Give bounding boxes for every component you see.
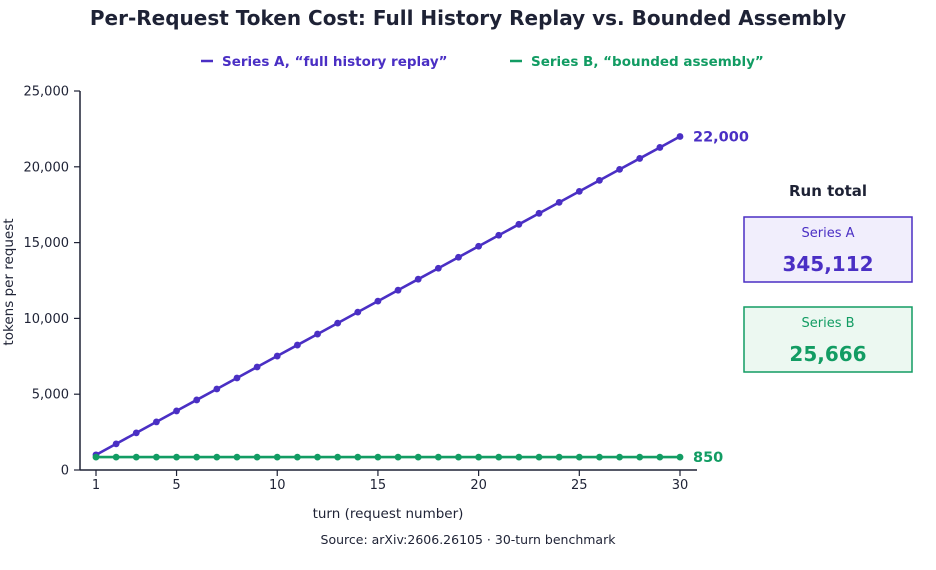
x-axis-label: turn (request number) — [313, 506, 464, 522]
series-b-point — [475, 453, 483, 461]
series-b-point — [233, 453, 241, 461]
series-b-point — [414, 453, 422, 461]
series-b-point — [596, 453, 603, 461]
series-a-point — [455, 253, 462, 261]
series-b-point — [455, 453, 462, 461]
x-tick-label: 1 — [92, 478, 100, 493]
chart-title: Per-Request Token Cost: Full History Rep… — [90, 6, 846, 30]
series-b-point — [213, 453, 221, 461]
series-a-point — [132, 429, 140, 437]
y-tick-label: 0 — [61, 464, 69, 479]
series-b-point — [354, 453, 362, 461]
series-b-point — [535, 453, 543, 461]
series-a-point — [656, 144, 664, 151]
total-box-series-a — [743, 216, 913, 283]
series-a-point — [676, 133, 684, 140]
y-tick-label: 25,000 — [24, 85, 70, 100]
series-a-point — [616, 166, 623, 173]
series-b-point — [92, 453, 100, 461]
y-axis-label: tokens per request — [1, 218, 17, 345]
series-a-point — [173, 407, 180, 415]
series-b-point — [112, 453, 120, 461]
series-a-point — [213, 385, 221, 393]
total-box-label-series-b: Series B — [801, 316, 854, 331]
series-b-end-label: 850 — [693, 450, 723, 466]
series-b-point — [495, 453, 503, 461]
series-b-point — [515, 453, 523, 461]
series-b-point — [132, 453, 140, 461]
series-a-point — [233, 374, 241, 382]
x-tick-label: 5 — [172, 478, 180, 493]
series-b-point — [173, 453, 180, 461]
totals-panel: Run total Series A 345,112 Series B 25,666 — [743, 182, 913, 373]
series-a-point — [293, 341, 301, 349]
total-box-label-series-a: Series A — [801, 226, 854, 241]
series-a-point — [394, 286, 402, 294]
legend-label-series-b: Series B, “bounded assembly” — [531, 54, 764, 70]
series-b-point — [314, 453, 321, 461]
series-b-point — [253, 453, 261, 461]
axes — [79, 91, 697, 471]
series-a-point — [596, 176, 603, 184]
y-tick-label: 15,000 — [24, 236, 70, 251]
series-b-point — [394, 453, 402, 461]
series-a-point — [314, 330, 321, 338]
series-a-point — [535, 209, 543, 217]
series-a-line — [95, 135, 681, 456]
total-box-value-series-b: 25,666 — [789, 342, 866, 366]
y-tick-label: 5,000 — [32, 388, 69, 403]
series-a-point — [434, 264, 442, 272]
total-box-series-b — [743, 306, 913, 373]
x-tick-label: 10 — [269, 478, 286, 493]
legend: Series A, “full history replay” Series B… — [201, 54, 764, 70]
series-a-point — [354, 308, 362, 316]
series-a-point — [253, 363, 261, 371]
series-a-point — [334, 319, 342, 327]
total-box-value-series-a: 345,112 — [782, 252, 873, 276]
series-a-point — [273, 352, 281, 360]
series-a-point — [575, 187, 583, 195]
source-note: Source: arXiv:2606.26105 · 30-turn bench… — [321, 532, 617, 547]
x-tick-label: 15 — [370, 478, 387, 493]
x-tick-label: 25 — [571, 478, 588, 493]
x-tick-label: 20 — [470, 478, 487, 493]
series-a-point — [636, 155, 644, 162]
series-a-point — [555, 198, 563, 206]
legend-label-series-a: Series A, “full history replay” — [222, 54, 448, 70]
series-b-point — [153, 453, 160, 461]
series-a-point — [112, 440, 120, 448]
series-b-point — [636, 453, 644, 461]
x-tick-label: 30 — [672, 478, 689, 493]
series-b-point — [656, 453, 664, 461]
series-b-point — [193, 453, 201, 461]
series-b-point — [273, 453, 281, 461]
series-a-point — [475, 242, 483, 250]
series-a-point — [374, 297, 382, 305]
series-b-point — [293, 453, 301, 461]
y-tick-label: 10,000 — [24, 312, 70, 327]
series-a-point — [193, 396, 201, 404]
series-a-point — [153, 418, 160, 426]
series-a-point — [414, 275, 422, 283]
totals-panel-title: Run total — [789, 182, 867, 200]
series-a-point — [495, 231, 503, 239]
series-b-point — [616, 453, 623, 461]
series-b-point — [434, 453, 442, 461]
y-tick-label: 20,000 — [24, 160, 70, 175]
series-b-point — [374, 453, 382, 461]
series-b-point — [575, 453, 583, 461]
series-b-point — [334, 453, 342, 461]
series-b-point — [676, 453, 684, 461]
series-b-point — [555, 453, 563, 461]
series-a-end-label: 22,000 — [693, 129, 749, 145]
series-a-point — [515, 220, 523, 228]
